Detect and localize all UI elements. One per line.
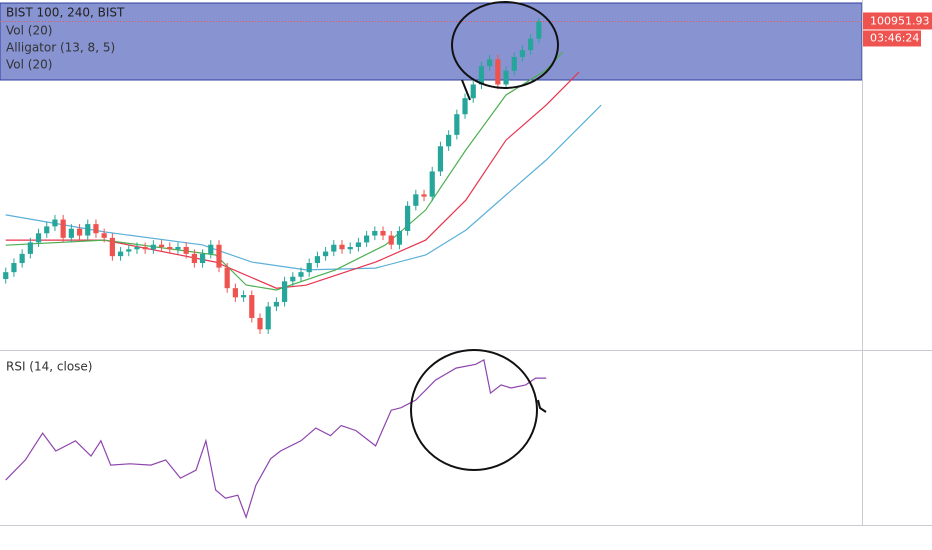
candle-body <box>536 21 542 39</box>
candle-body <box>134 246 140 250</box>
candle-body <box>454 114 460 135</box>
rsi-line <box>5 358 547 520</box>
candle-body <box>273 301 279 307</box>
candle-body <box>44 226 50 234</box>
candle-body <box>11 263 17 273</box>
candle-body <box>429 171 435 197</box>
last-price-label: 100951.93 <box>870 14 930 27</box>
candle-body <box>158 244 165 247</box>
candle-body <box>470 84 476 99</box>
candle-body <box>339 244 345 250</box>
annotation-circle <box>410 349 538 471</box>
candle-body <box>109 237 115 257</box>
legend-item: Alligator (13, 8, 5) <box>6 41 115 55</box>
candle-body <box>323 251 329 257</box>
candle-body <box>306 263 312 273</box>
axis: 100951.93 03:46:24 <box>863 12 932 47</box>
legend-title: BIST 100, 240, BIST <box>6 6 125 20</box>
candle-body <box>60 219 66 238</box>
candle-body <box>52 219 58 227</box>
candle-body <box>68 228 74 238</box>
candle-body <box>421 194 427 197</box>
annotation-stroke <box>461 79 471 101</box>
candle-body <box>199 253 206 264</box>
last-price-box <box>863 12 932 30</box>
candle-body <box>249 295 255 318</box>
candle-body <box>35 233 42 243</box>
candle-body <box>142 246 148 250</box>
candle-body <box>232 288 238 298</box>
candle-body <box>290 276 296 282</box>
candle-body <box>3 272 9 280</box>
candle-body <box>331 244 337 252</box>
rsi-legend: RSI (14, close) <box>6 360 92 374</box>
candle-body <box>126 249 132 252</box>
legend-item: Vol (20) <box>6 24 52 38</box>
candle-body <box>437 146 444 172</box>
candle-body <box>183 246 189 254</box>
candle-body <box>167 246 173 250</box>
candle-body <box>208 244 214 254</box>
candle-body <box>528 38 534 51</box>
candle-body <box>265 306 271 330</box>
candle-body <box>511 56 517 71</box>
candle-body <box>19 253 25 264</box>
candle-body <box>396 230 403 245</box>
candle-body <box>347 246 353 250</box>
candle-body <box>117 251 124 257</box>
candle-body <box>76 228 83 236</box>
candle-body <box>478 66 485 85</box>
alligator-line <box>5 51 564 291</box>
candle-body <box>388 235 394 245</box>
candle-body <box>240 295 247 298</box>
candle-body <box>281 281 288 302</box>
candle-body <box>405 205 411 231</box>
countdown-box <box>863 30 921 47</box>
candle-body <box>191 253 197 264</box>
alligator-line <box>5 71 580 289</box>
candle-body <box>101 233 107 238</box>
candle-body <box>355 242 362 247</box>
candle-body <box>503 70 509 85</box>
candle-body <box>462 98 468 115</box>
candle-body <box>85 224 91 236</box>
candle-body <box>224 267 230 289</box>
candle-body <box>413 194 419 206</box>
annotation-stroke <box>537 399 547 413</box>
candle-body <box>150 244 156 250</box>
marks <box>0 18 862 520</box>
highlight-box <box>0 2 863 81</box>
candle-body <box>487 59 493 67</box>
alligator-line <box>5 104 602 271</box>
candle-body <box>519 50 526 57</box>
candle-body <box>446 134 452 147</box>
candle-body <box>298 272 304 277</box>
candle-body <box>372 230 378 236</box>
candle-body <box>257 317 263 330</box>
candle-body <box>380 230 386 236</box>
candle-body <box>314 256 321 264</box>
candle-body <box>175 246 181 250</box>
candle-body <box>364 235 370 243</box>
countdown-label: 03:46:24 <box>870 31 919 44</box>
legend-item: Vol (20) <box>6 58 52 72</box>
candle-body <box>27 242 33 254</box>
annotation-circle <box>451 1 559 89</box>
candle-body <box>495 59 501 85</box>
candle-body <box>93 224 99 234</box>
candle-body <box>216 244 222 268</box>
